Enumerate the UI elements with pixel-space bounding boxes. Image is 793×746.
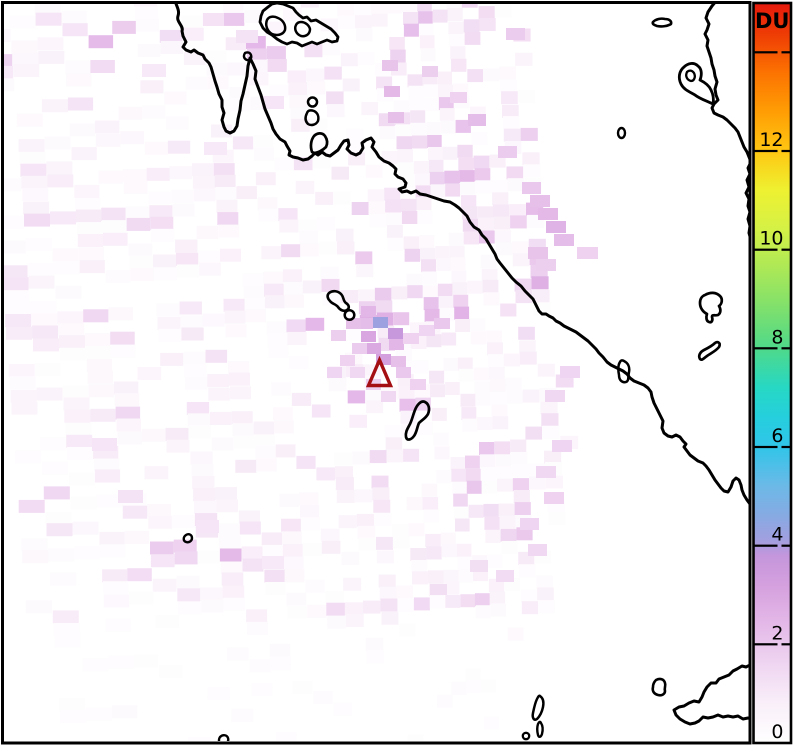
colorbar-tickdash-8 — [781, 347, 791, 350]
colorbar-tickdash-2 — [781, 643, 791, 646]
coast-coastal-lagoon-north — [309, 132, 329, 155]
colorbar-tickdash-10 — [781, 248, 791, 251]
coast-bottom-center-dot — [521, 731, 531, 741]
colorbar-tick-label-0: 0 — [771, 721, 783, 743]
data-pixel-layer — [4, 4, 598, 625]
colorbar: 0 2 4 6 8 10 12 DU — [752, 1, 793, 745]
coast-two-lobe-island — [404, 400, 431, 441]
colorbar-unit-label: DU — [755, 9, 789, 33]
coast-upper-right-coast — [703, 4, 749, 237]
colorbar-tickdash-4 — [781, 544, 791, 547]
coast-archipelago-lagoon-west — [264, 15, 287, 37]
colorbar-tickdash-6 — [781, 445, 791, 449]
coast-ring-island-near-marker — [343, 309, 356, 321]
coast-coastal-lagoon-islet — [617, 359, 631, 384]
coast-mainland-coast — [174, 4, 749, 505]
colorbar-gradient — [753, 3, 791, 743]
colorbar-tick-label-6: 6 — [771, 425, 783, 447]
coast-islet-ring-upper — [306, 96, 319, 108]
colorbar-tick-label-4: 4 — [771, 524, 783, 546]
coast-bottom-center-sliver-a — [531, 694, 545, 721]
colorbar-tickline-12 — [753, 149, 778, 153]
coast-headland-lagoon — [685, 69, 696, 83]
coast-islet-west-of-archipelago — [242, 51, 253, 62]
coast-sliver-island-east — [697, 340, 721, 361]
coast-notched-island-east — [698, 291, 724, 324]
colorbar-tickdash-12 — [781, 149, 791, 153]
colorbar-tickline-8 — [753, 347, 778, 350]
colorbar-tickline-4 — [753, 544, 778, 547]
coast-small-island-south — [651, 677, 667, 697]
colorbar-frame — [752, 1, 793, 745]
coast-archipelago-island-main — [258, 4, 340, 48]
coast-tiny-island-west — [182, 533, 194, 544]
colorbar-tick-label-2: 2 — [771, 622, 783, 644]
coast-tiny-oval-island — [616, 126, 627, 140]
coast-south-coast — [672, 664, 749, 726]
colorbar-tickline-2 — [753, 643, 778, 646]
coast-tiny-island-bottom-edge — [217, 734, 230, 741]
coast-archipelago-lagoon-east — [293, 20, 312, 38]
colorbar-tickline-6 — [753, 445, 778, 449]
colorbar-tick-label-12: 12 — [759, 129, 783, 151]
coast-bottom-center-sliver-b — [536, 720, 544, 738]
map-border — [1, 1, 752, 745]
volcano-triangle-marker — [365, 355, 394, 388]
coast-sliver-island-top-right — [651, 17, 673, 28]
colorbar-tickdash-14 — [781, 51, 791, 54]
colorbar-tickline-14 — [753, 51, 778, 54]
coastline-layer — [174, 4, 749, 741]
colorbar-tick-label-8: 8 — [771, 326, 783, 348]
coast-islet-blob-lower — [304, 109, 320, 127]
colorbar-ticks: 0 2 4 6 8 10 12 — [753, 51, 791, 743]
colorbar-tick-label-10: 10 — [759, 228, 783, 250]
colorbar-tickline-10 — [753, 248, 778, 251]
coast-headland-peninsula — [677, 62, 715, 106]
